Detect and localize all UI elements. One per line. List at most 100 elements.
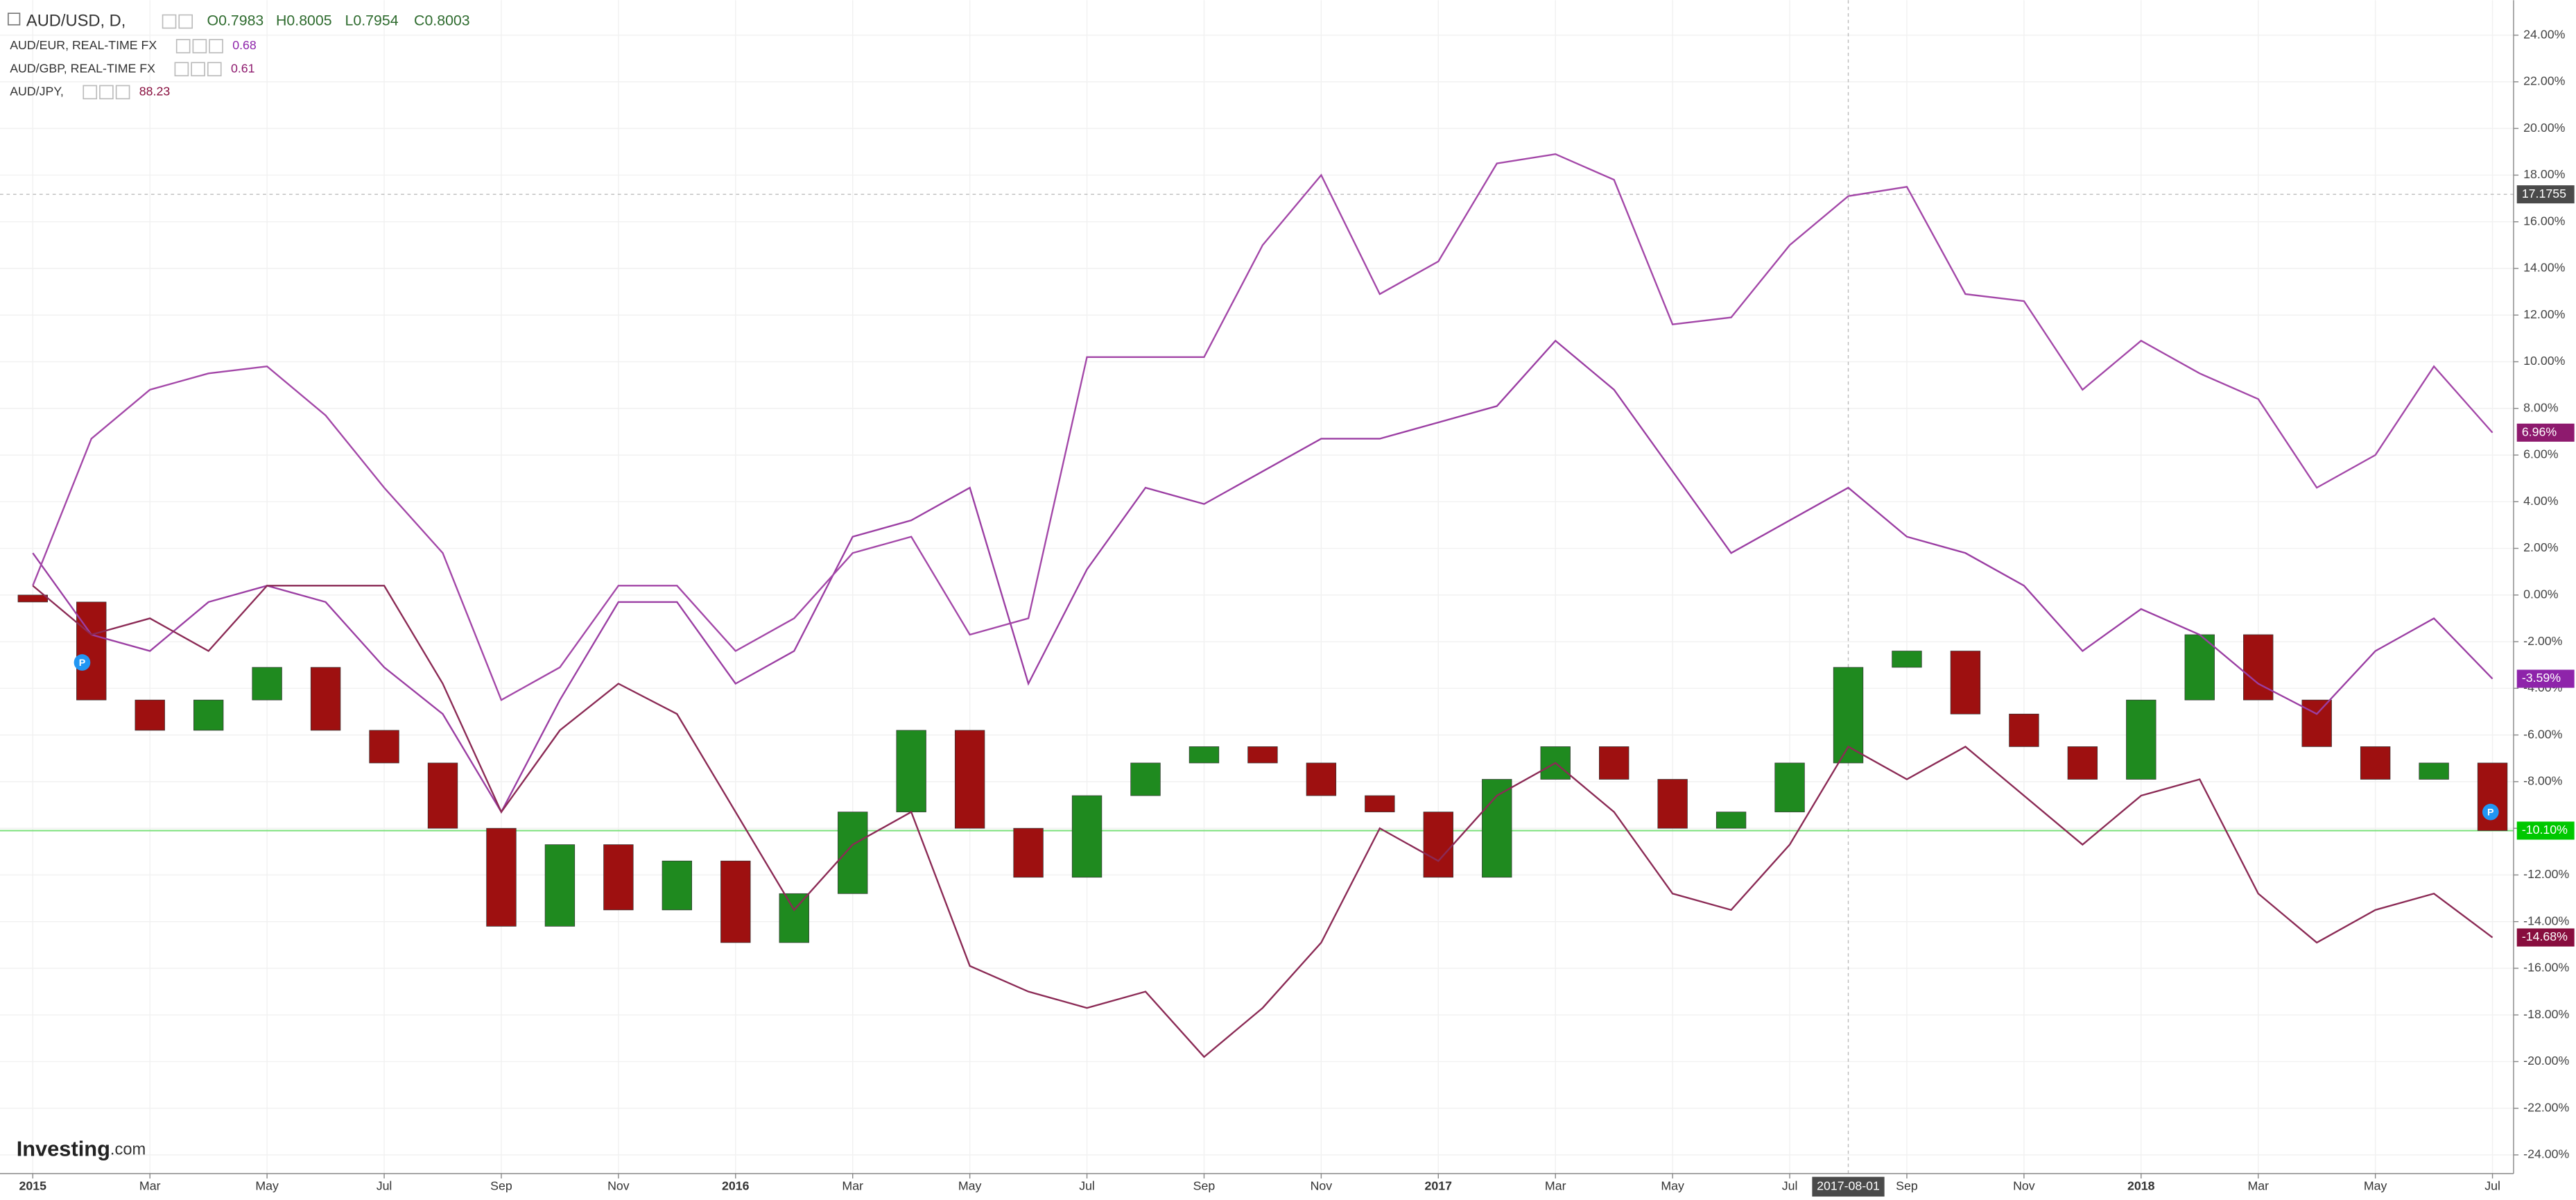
x-tick-label: May <box>255 1179 279 1193</box>
candle-body <box>2243 634 2274 701</box>
x-tick-label: Jul <box>1782 1179 1798 1193</box>
legend-icon <box>207 62 222 77</box>
y-tick-label: -8.00% <box>2523 774 2562 788</box>
legend-icon <box>192 39 207 53</box>
candle-body <box>1130 762 1161 796</box>
last-value-label-bg <box>2516 928 2575 947</box>
candle-body <box>662 860 693 911</box>
ohlc-value: O0.7983 <box>207 12 264 29</box>
candle-body <box>252 667 282 701</box>
y-tick-label: 10.00% <box>2523 354 2565 368</box>
legend-quote: 88.23 <box>139 85 171 98</box>
y-tick-label: 16.00% <box>2523 214 2565 228</box>
candle-body <box>2009 713 2039 747</box>
y-tick-label: -14.00% <box>2523 914 2569 927</box>
y-tick-label: -16.00% <box>2523 961 2569 975</box>
y-tick-label: -2.00% <box>2523 634 2562 648</box>
x-tick-label: May <box>958 1179 982 1193</box>
x-tick-label: 2017 <box>1425 1179 1453 1193</box>
legend-icon <box>99 85 114 100</box>
x-tick-label: Mar <box>1545 1179 1566 1193</box>
y-tick-label: 4.00% <box>2523 494 2559 508</box>
legend-name: AUD/JPY, <box>10 85 64 98</box>
logo-main: Investing <box>17 1137 110 1161</box>
y-tick-label: 8.00% <box>2523 400 2559 414</box>
legend-quote: 0.61 <box>231 61 255 75</box>
y-tick-label: -24.00% <box>2523 1147 2569 1161</box>
logo-suffix: .com <box>110 1141 146 1159</box>
x-tick-label: Mar <box>2247 1179 2269 1193</box>
x-tick-label: Sep <box>490 1179 512 1193</box>
candle-body <box>838 812 868 894</box>
y-tick-label: -18.00% <box>2523 1007 2569 1021</box>
crosshair-x-label-bg <box>1812 1176 1885 1197</box>
candle-body <box>1715 812 1747 829</box>
symbol: AUD/USD, D, <box>26 12 126 30</box>
y-tick-label: 14.00% <box>2523 261 2565 275</box>
candle-body <box>193 699 224 731</box>
legend-icon <box>174 62 189 77</box>
ohlc-value: H0.8005 <box>276 12 332 29</box>
candle-body <box>2184 634 2215 701</box>
candle-body <box>310 667 341 731</box>
event-marker-icon: P <box>2487 807 2493 818</box>
candle-body <box>2067 746 2098 780</box>
candle-body <box>1482 779 1512 878</box>
legend-name: AUD/GBP, REAL-TIME FX <box>10 61 155 75</box>
header-icon <box>178 14 193 29</box>
y-tick-label: 24.00% <box>2523 27 2565 41</box>
x-tick-label: May <box>2364 1179 2387 1193</box>
candle-body <box>896 730 926 812</box>
candle-body <box>1365 795 1395 812</box>
y-tick-label: 0.00% <box>2523 588 2559 601</box>
logo: Investing.com <box>17 1137 146 1161</box>
candle-body <box>1423 812 1453 878</box>
y-tick-label: -12.00% <box>2523 867 2569 881</box>
y-tick-label: 2.00% <box>2523 540 2559 554</box>
candle-body <box>17 594 48 603</box>
candle-body <box>1071 795 1103 878</box>
last-value-label-bg <box>2516 821 2575 840</box>
last-value-label-bg <box>2516 669 2575 688</box>
legend-icon <box>115 85 130 100</box>
legend-icon <box>83 85 98 100</box>
event-marker[interactable] <box>74 654 91 671</box>
legend-icon <box>209 39 223 53</box>
x-tick-label: May <box>1661 1179 1684 1193</box>
candle-body <box>1188 746 1220 764</box>
y-tick-label: 20.00% <box>2523 121 2565 135</box>
x-tick-label: 2016 <box>722 1179 750 1193</box>
collapse-icon[interactable] <box>8 12 21 26</box>
event-marker-icon: P <box>79 658 85 669</box>
candle-body <box>369 730 399 764</box>
y-tick-label: -20.00% <box>2523 1054 2569 1068</box>
event-marker[interactable] <box>2482 803 2499 821</box>
candle-body <box>2360 746 2391 780</box>
crosshair-y-label-bg <box>2516 185 2575 204</box>
candle-body <box>1950 651 1981 714</box>
candle-body <box>135 699 165 731</box>
x-tick-label: Jul <box>1079 1179 1095 1193</box>
candle-body <box>2301 699 2332 747</box>
series-line <box>32 585 2493 1058</box>
y-tick-label: 22.00% <box>2523 74 2565 88</box>
y-tick-label: -6.00% <box>2523 727 2562 741</box>
x-tick-label: Nov <box>607 1179 630 1193</box>
x-tick-label: Jul <box>377 1179 392 1193</box>
candle-body <box>1657 779 1688 829</box>
candle-body <box>1892 651 1922 668</box>
legend-icon <box>175 39 191 53</box>
crosshair-x-label: 2017-08-01 <box>1817 1179 1880 1193</box>
legend-icon <box>191 62 205 77</box>
x-tick-label: Mar <box>139 1179 161 1193</box>
candle-body <box>1013 828 1044 878</box>
x-tick-label: Sep <box>1896 1179 1918 1193</box>
candle-body <box>2419 762 2449 780</box>
x-tick-label: 2015 <box>19 1179 47 1193</box>
last-value-label-bg <box>2516 423 2575 442</box>
candle-body <box>1306 762 1337 796</box>
x-tick-label: Sep <box>1193 1179 1216 1193</box>
candle-body <box>1774 762 1805 812</box>
series-line <box>32 339 2493 814</box>
